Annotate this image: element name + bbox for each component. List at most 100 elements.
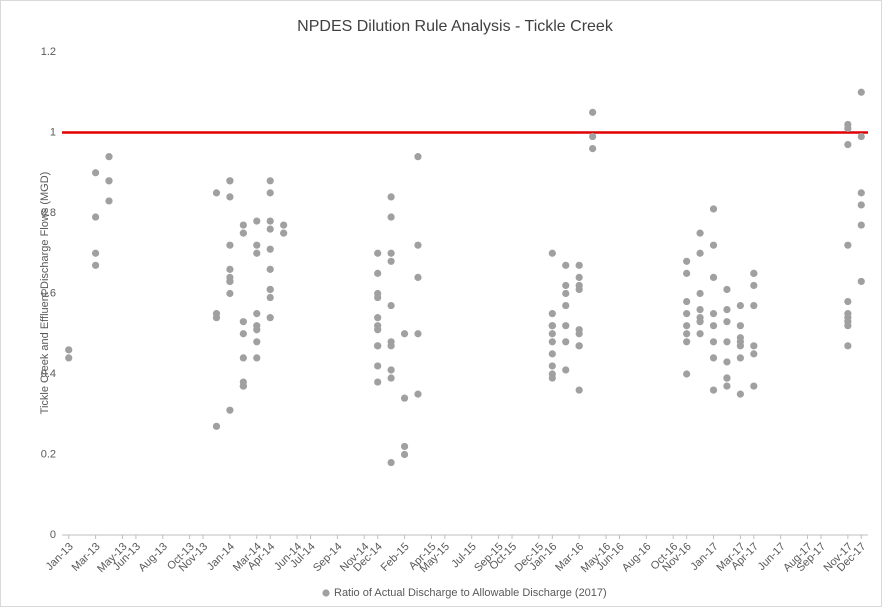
point	[709, 386, 718, 394]
point	[414, 330, 422, 338]
point	[589, 145, 597, 153]
point	[548, 310, 556, 318]
point	[253, 326, 261, 334]
point	[266, 177, 274, 185]
point	[683, 330, 691, 338]
point	[91, 249, 100, 257]
point	[239, 221, 247, 229]
point	[212, 189, 221, 197]
point	[212, 314, 221, 322]
point	[374, 362, 382, 370]
point	[562, 261, 570, 269]
point	[226, 406, 234, 414]
point	[844, 322, 852, 330]
point	[736, 354, 744, 362]
point	[562, 338, 570, 346]
point	[374, 326, 382, 334]
point	[548, 330, 556, 338]
point	[723, 382, 731, 390]
point	[266, 217, 274, 225]
y-tick-label: 0.6	[41, 287, 56, 299]
point	[750, 281, 758, 290]
point	[575, 281, 583, 290]
point	[844, 124, 852, 133]
point	[575, 386, 583, 394]
point	[387, 366, 395, 374]
point	[723, 306, 731, 314]
point	[589, 108, 597, 116]
point	[736, 390, 744, 398]
point	[374, 378, 382, 386]
point	[857, 201, 865, 209]
point	[575, 326, 583, 334]
point	[414, 153, 422, 161]
point	[696, 330, 704, 338]
point	[105, 153, 113, 161]
point	[266, 293, 274, 302]
point	[266, 285, 274, 294]
point	[696, 229, 704, 237]
point	[400, 330, 409, 338]
point	[387, 458, 395, 467]
point	[253, 354, 261, 362]
point	[683, 257, 691, 265]
y-tick-label: 1.2	[41, 46, 56, 58]
point	[226, 177, 234, 185]
point	[374, 314, 382, 322]
point	[105, 197, 113, 205]
point	[562, 322, 570, 330]
point	[65, 346, 73, 354]
point	[212, 422, 221, 430]
point	[562, 289, 570, 298]
point	[280, 221, 288, 229]
point	[374, 293, 382, 302]
point	[266, 314, 274, 322]
point	[736, 334, 744, 342]
point	[374, 269, 382, 277]
y-axis-label: Tickle Creek and Effluent Discharge Flow…	[39, 172, 51, 415]
point	[266, 225, 274, 233]
point	[562, 281, 570, 290]
point	[562, 366, 570, 374]
point	[91, 213, 100, 221]
point	[575, 273, 583, 281]
point	[65, 354, 73, 362]
point	[683, 269, 691, 277]
point	[266, 265, 274, 273]
point	[91, 169, 100, 177]
point	[709, 205, 718, 213]
y-tick-label: 0	[50, 529, 56, 541]
point	[239, 318, 247, 326]
point	[226, 193, 234, 201]
point	[387, 257, 395, 265]
point	[280, 229, 288, 237]
point	[226, 265, 234, 273]
point	[548, 374, 556, 382]
point	[387, 249, 395, 257]
point	[723, 318, 731, 326]
point	[253, 241, 261, 249]
point	[400, 394, 409, 402]
point	[709, 273, 718, 281]
point	[683, 338, 691, 346]
point	[253, 249, 261, 257]
point	[844, 314, 852, 322]
point	[857, 277, 865, 286]
point	[696, 306, 704, 314]
point	[750, 382, 758, 390]
point	[736, 342, 744, 350]
point	[723, 338, 731, 346]
point	[374, 249, 382, 257]
point	[239, 354, 247, 362]
point	[548, 338, 556, 346]
point	[709, 241, 718, 249]
point	[750, 342, 758, 350]
point	[548, 249, 556, 257]
point	[723, 358, 731, 366]
point	[253, 338, 261, 346]
point	[696, 249, 704, 257]
point	[226, 277, 234, 286]
point	[696, 314, 704, 322]
